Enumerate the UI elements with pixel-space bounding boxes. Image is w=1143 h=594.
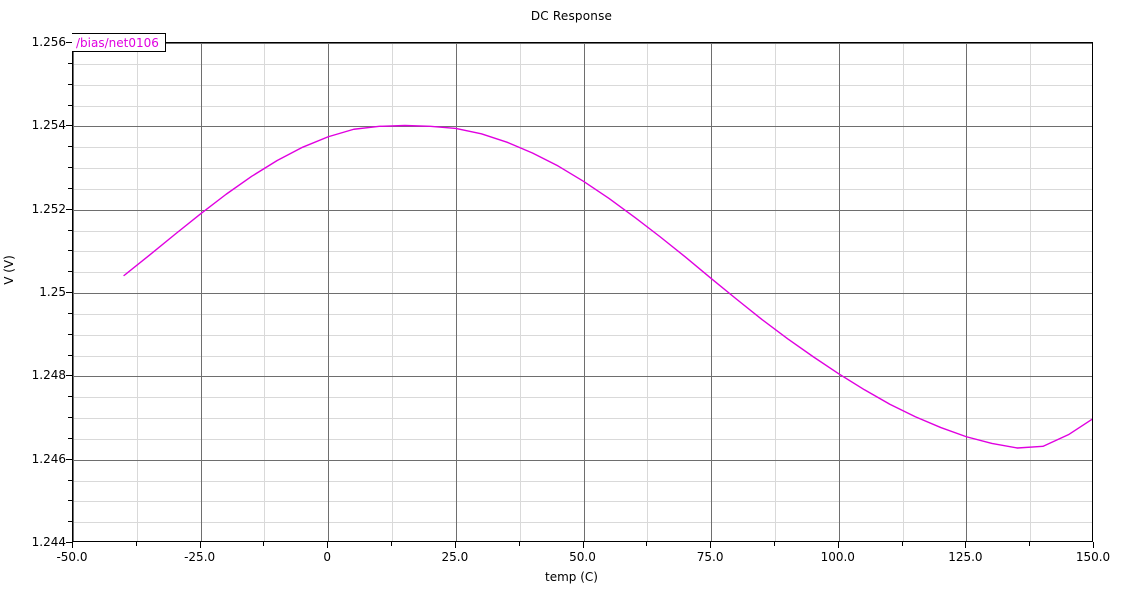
x-tick-mark: [710, 542, 711, 548]
y-minor-tick-mark: [68, 188, 72, 189]
x-minor-tick-mark: [646, 542, 647, 546]
y-minor-tick-mark: [68, 355, 72, 356]
x-tick-mark: [72, 542, 73, 548]
x-tick-mark: [1093, 542, 1094, 548]
x-axis-label: temp (C): [545, 570, 598, 584]
x-tick-label: 125.0: [948, 550, 983, 564]
y-tick-mark: [66, 542, 72, 543]
y-minor-tick-mark: [68, 500, 72, 501]
x-minor-tick-mark: [263, 542, 264, 546]
x-tick-label: 25.0: [441, 550, 469, 564]
y-axis-label: V (V): [1, 255, 16, 285]
y-minor-tick-mark: [68, 396, 72, 397]
y-tick-mark: [66, 375, 72, 376]
x-tick-label: 50.0: [569, 550, 596, 564]
x-tick-mark: [327, 542, 328, 548]
x-minor-tick-mark: [136, 542, 137, 546]
x-tick-mark: [200, 542, 201, 548]
y-minor-tick-mark: [68, 334, 72, 335]
legend-item-label: /bias/net0106: [76, 35, 159, 50]
y-minor-tick-mark: [68, 167, 72, 168]
chart-title: DC Response: [530, 9, 613, 23]
x-tick-mark: [838, 542, 839, 548]
y-minor-tick-mark: [68, 146, 72, 147]
y-minor-tick-mark: [68, 271, 72, 272]
x-minor-tick-mark: [1029, 542, 1030, 546]
x-minor-tick-mark: [774, 542, 775, 546]
y-tick-mark: [66, 125, 72, 126]
x-tick-label: 0: [323, 550, 332, 564]
x-minor-tick-mark: [902, 542, 903, 546]
x-tick-label: 150.0: [1075, 550, 1111, 564]
y-minor-tick-mark: [68, 230, 72, 231]
x-tick-mark: [965, 542, 966, 548]
y-minor-tick-mark: [68, 480, 72, 481]
y-tick-label: 1.25: [39, 285, 66, 299]
y-minor-tick-mark: [68, 63, 72, 64]
y-minor-tick-mark: [68, 313, 72, 314]
legend[interactable]: /bias/net0106: [72, 33, 166, 52]
y-tick-label: 1.254: [31, 118, 66, 133]
y-minor-tick-mark: [68, 250, 72, 251]
x-tick-label: 100.0: [820, 550, 855, 564]
y-minor-tick-mark: [68, 84, 72, 85]
y-tick-label: 1.244: [31, 535, 66, 549]
x-tick-label: 75.0: [696, 550, 724, 564]
x-tick-label: -50.0: [56, 550, 88, 564]
y-tick-mark: [66, 209, 72, 210]
y-minor-tick-mark: [68, 105, 72, 106]
x-tick-mark: [583, 542, 584, 548]
x-tick-label: -25.0: [184, 550, 216, 564]
plot-inner: [73, 43, 1092, 541]
y-tick-mark: [66, 459, 72, 460]
x-tick-mark: [455, 542, 456, 548]
y-minor-tick-mark: [68, 417, 72, 418]
y-tick-label: 1.246: [31, 451, 66, 466]
y-tick-label: 1.252: [31, 201, 66, 216]
x-minor-tick-mark: [519, 542, 520, 546]
y-minor-tick-mark: [68, 521, 72, 522]
y-tick-mark: [66, 42, 72, 43]
y-minor-tick-mark: [68, 438, 72, 439]
y-tick-label: 1.248: [31, 368, 66, 383]
x-minor-tick-mark: [391, 542, 392, 546]
y-tick-label: 1.256: [31, 35, 66, 49]
plot-area[interactable]: [72, 42, 1093, 542]
data-curve: [123, 124, 1092, 449]
y-tick-mark: [66, 292, 72, 293]
